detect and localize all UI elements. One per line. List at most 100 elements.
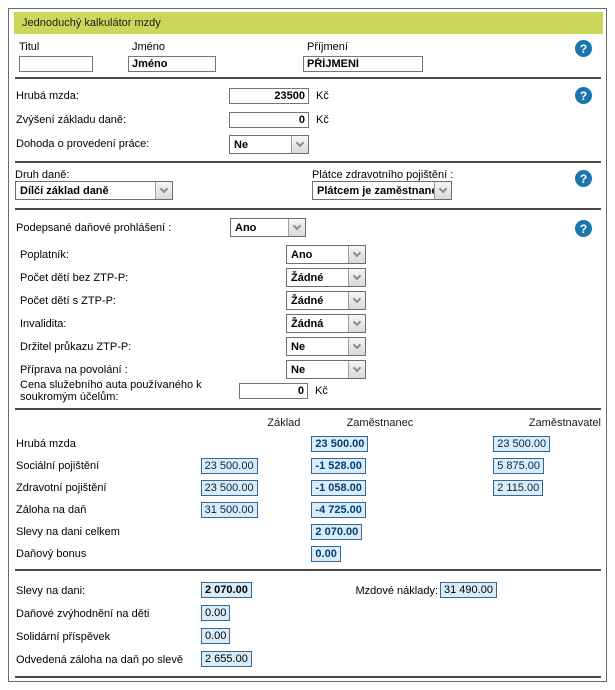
dohoda-select[interactable]: Ne xyxy=(229,134,309,154)
summary-section: Slevy na dani: 2 070.00 Mzdové náklady: … xyxy=(9,571,606,676)
chevron-down-icon xyxy=(434,182,451,199)
select-value: Žádné xyxy=(291,272,324,284)
result-value: -4 725.00 xyxy=(311,501,366,518)
currency-label: Kč xyxy=(315,385,328,397)
zvyhodneni-deti-label: Daňové zvýhodnění na děti xyxy=(16,607,150,620)
chevron-down-icon xyxy=(348,246,365,263)
priprava-label: Příprava na povolání : xyxy=(20,363,128,376)
prijmeni-input[interactable] xyxy=(303,56,423,72)
help-icon[interactable]: ? xyxy=(575,170,592,187)
calculator-window: Jednoduchý kalkulátor mzdy ? Titul Jméno… xyxy=(8,8,607,682)
help-icon[interactable]: ? xyxy=(575,220,592,237)
result-value: 23 500.00 xyxy=(311,435,369,452)
chevron-down-icon xyxy=(348,361,365,378)
platce-select[interactable]: Plátcem je zaměstnanec xyxy=(312,181,452,200)
row-label: Slevy na dani celkem xyxy=(16,526,120,538)
col-header-zaklad: Základ xyxy=(267,417,301,429)
result-value: 2 070.00 xyxy=(311,523,363,540)
chevron-down-icon xyxy=(155,182,172,199)
help-icon[interactable]: ? xyxy=(575,87,592,104)
select-value: Ne xyxy=(291,364,306,376)
table-row: Hrubá mzda 23 500.00 23 500.00 xyxy=(16,433,601,455)
car-row: Cena služebního auta používaného k soukr… xyxy=(20,379,601,404)
currency-label: Kč xyxy=(316,90,329,102)
deti-s-ztpp-select[interactable]: Žádné xyxy=(286,291,366,310)
auto-input[interactable] xyxy=(239,383,308,399)
hruba-mzda-label: Hrubá mzda: xyxy=(16,90,79,102)
divider xyxy=(15,161,601,163)
dohoda-label: Dohoda o provedení práce: xyxy=(16,138,150,150)
result-value: 23 500.00 xyxy=(200,479,258,496)
poplatnik-select[interactable]: Ano xyxy=(286,245,366,264)
row-label: Daňový bonus xyxy=(16,548,87,560)
summary-row: Odvedená záloha na daň po slevě 2 655.00 xyxy=(16,648,601,671)
jmeno-input[interactable] xyxy=(128,56,216,72)
col-header-zamestnavatel: Zaměstnavatel xyxy=(528,417,601,429)
invalidita-label: Invalidita: xyxy=(20,317,67,330)
result-value: 2 115.00 xyxy=(493,479,544,496)
table-row: Sociální pojištění 23 500.00 -1 528.00 5… xyxy=(16,455,601,477)
divider xyxy=(15,408,601,410)
hruba-mzda-input[interactable] xyxy=(229,88,309,104)
person-section: ? Titul Jméno Příjmení xyxy=(9,34,606,77)
result-value: 0.00 xyxy=(311,545,341,562)
result-value: 23 500.00 xyxy=(493,435,551,452)
table-row: Zdravotní pojištění 23 500.00 -1 058.00 … xyxy=(16,477,601,499)
deti-bez-ztpp-label: Počet dětí bez ZTP-P: xyxy=(20,271,129,284)
declaration-row: Poplatník: Ano xyxy=(20,243,601,266)
chevron-down-icon xyxy=(288,219,305,236)
divider xyxy=(15,208,601,210)
table-row: Daňový bonus 0.00 xyxy=(16,543,601,565)
divider xyxy=(15,676,601,678)
row-label: Záloha na daň xyxy=(16,504,87,516)
select-value: Ano xyxy=(291,249,313,261)
chevron-down-icon xyxy=(348,338,365,355)
solidarni-value: 0.00 xyxy=(201,628,231,644)
priprava-select[interactable]: Ne xyxy=(286,360,366,379)
druh-dane-select[interactable]: Dílčí základ daně xyxy=(15,181,173,200)
odvedena-zaloha-value: 2 655.00 xyxy=(201,651,252,667)
summary-row: Daňové zvýhodnění na děti 0.00 xyxy=(16,602,601,625)
prijmeni-label: Příjmení xyxy=(307,41,348,53)
chevron-down-icon xyxy=(348,315,365,332)
divider xyxy=(15,77,601,79)
druh-dane-select-value: Dílčí základ daně xyxy=(20,185,109,197)
prohlaseni-select[interactable]: Ano xyxy=(230,218,306,237)
chevron-down-icon xyxy=(348,269,365,286)
result-value: -1 058.00 xyxy=(311,479,366,496)
results-table: Základ Zaměstnanec Zaměstnavatel Hrubá m… xyxy=(9,410,606,569)
slevy-value: 2 070.00 xyxy=(201,582,252,598)
tax-section: ? Druh daně: Dílčí základ daně Plátce zd… xyxy=(9,163,606,208)
deti-bez-ztpp-select[interactable]: Žádné xyxy=(286,268,366,287)
declaration-row: Invalidita: Žádná xyxy=(20,312,601,335)
summary-row: Solidární příspěvek 0.00 xyxy=(16,625,601,648)
result-value: 5 875.00 xyxy=(493,457,545,474)
deti-s-ztpp-label: Počet dětí s ZTP-P: xyxy=(20,294,116,307)
auto-label: Cena služebního auta používaného k soukr… xyxy=(20,379,202,403)
platce-select-value: Plátcem je zaměstnanec xyxy=(317,185,434,197)
summary-row: Slevy na dani: 2 070.00 Mzdové náklady: … xyxy=(16,579,601,602)
help-icon[interactable]: ? xyxy=(575,40,592,57)
page-title: Jednoduchý kalkulátor mzdy xyxy=(14,12,603,34)
select-value: Ne xyxy=(291,341,306,353)
divider xyxy=(15,569,601,571)
table-row: Záloha na daň 31 500.00 -4 725.00 xyxy=(16,499,601,521)
titul-input[interactable] xyxy=(19,56,93,72)
declaration-row: Příprava na povolání : Ne xyxy=(20,358,601,381)
declaration-row: Držitel průkazu ZTP-P: Ne xyxy=(20,335,601,358)
results-header-row: Základ Zaměstnanec Zaměstnavatel xyxy=(16,415,601,431)
row-label: Zdravotní pojištění xyxy=(16,482,107,494)
druh-dane-label: Druh daně: xyxy=(15,169,70,181)
drzitel-ztpp-select[interactable]: Ne xyxy=(286,337,366,356)
zvyseni-zakladu-input[interactable] xyxy=(229,112,309,128)
invalidita-select[interactable]: Žádná xyxy=(286,314,366,333)
solidarni-label: Solidární příspěvek xyxy=(16,630,111,643)
dohoda-select-value: Ne xyxy=(234,138,249,151)
titul-label: Titul xyxy=(19,41,40,53)
result-value: 23 500.00 xyxy=(200,457,258,474)
declaration-section: ? Podepsané daňové prohlášení : Ano Popl… xyxy=(9,210,606,408)
mzdove-naklady-value: 31 490.00 xyxy=(440,582,497,598)
slevy-label: Slevy na dani: xyxy=(16,584,86,597)
mzdove-naklady-label: Mzdové náklady: xyxy=(355,584,438,597)
prohlaseni-select-value: Ano xyxy=(235,222,257,234)
